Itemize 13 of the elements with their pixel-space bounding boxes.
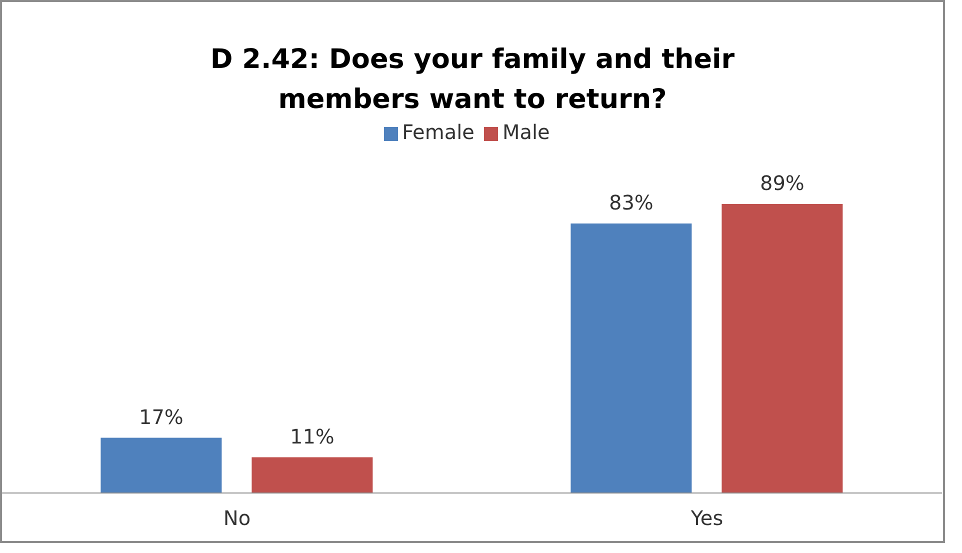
bar	[722, 204, 843, 493]
legend-label: Female	[402, 120, 474, 144]
data-label: 17%	[138, 404, 184, 429]
data-label: 83%	[608, 190, 654, 214]
bar	[100, 438, 222, 493]
data-label: 11%	[290, 424, 334, 448]
bar	[252, 457, 373, 493]
x-tick-label: Yes	[690, 506, 724, 530]
chart-title: D 2.42: Does your family and their members want to return?	[209, 43, 736, 117]
x-tick-label: No	[223, 506, 251, 530]
legend-label: Male	[502, 120, 550, 144]
bar	[570, 223, 692, 493]
data-label: 89%	[760, 171, 804, 195]
